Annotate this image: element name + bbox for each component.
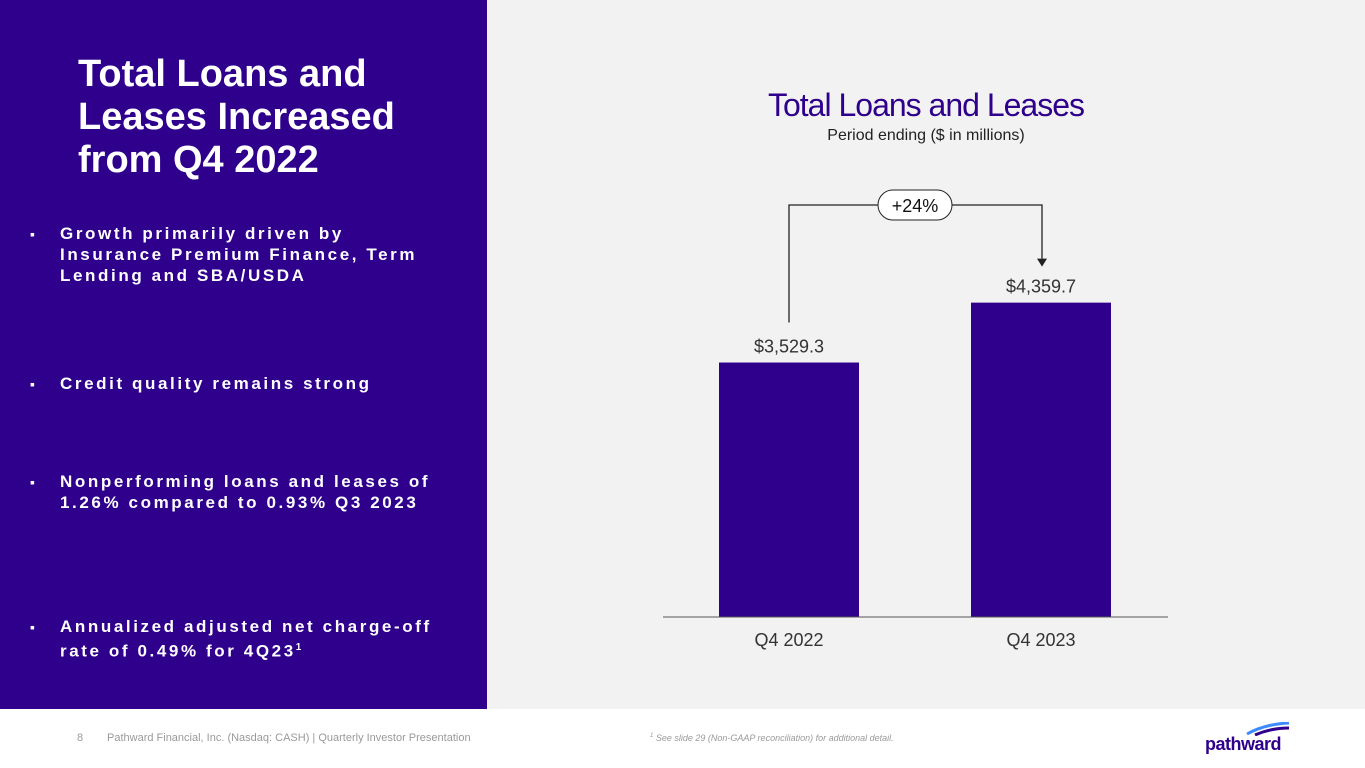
pathward-logo: pathward [1205,722,1295,756]
bar-q4-2022 [719,362,859,617]
data-label: $3,529.3 [754,337,824,357]
chart-title: Total Loans and Leases [767,87,1085,123]
bullet-marker: ▪ [30,376,35,392]
bullet-text: Credit quality remains strong [60,374,372,393]
chart-subtitle: Period ending ($ in millions) [827,127,1025,144]
bar-chart: $3,529.3 Q4 2022 $4,359.7 Q4 2023 +24% [663,189,1168,650]
data-label: $4,359.7 [1006,277,1076,297]
logo-wordmark: pathward [1205,734,1282,754]
bullet-marker: ▪ [30,474,35,490]
bullet-text: Annualized adjusted net charge-off rate … [60,617,432,661]
growth-label: +24% [892,196,939,216]
logo-mark-icon [1246,722,1290,736]
chart-panel: Total Loans and Leases Period ending ($ … [487,0,1365,709]
x-tick-label: Q4 2023 [1006,630,1075,650]
bullet-text: Nonperforming loans and leases of 1.26% … [60,472,431,512]
footnote: 1 See slide 29 (Non-GAAP reconciliation)… [650,733,894,743]
footer-text: Pathward Financial, Inc. (Nasdaq: CASH) … [107,732,471,744]
bar-q4-2023 [971,302,1111,617]
arrow-head-icon [1037,258,1047,267]
bullet-marker: ▪ [30,226,35,242]
growth-badge [877,189,953,221]
bullet-marker: ▪ [30,619,35,635]
bullet-text: Growth primarily driven by Insurance Pre… [60,224,418,285]
page-number: 8 [77,732,84,744]
left-panel: Total Loans and Leases Increased from Q4… [0,0,487,709]
x-tick-label: Q4 2022 [754,630,823,650]
page-title: Total Loans and Leases Increased from Q4… [78,53,395,181]
footnote-ref: 1 [295,642,302,653]
